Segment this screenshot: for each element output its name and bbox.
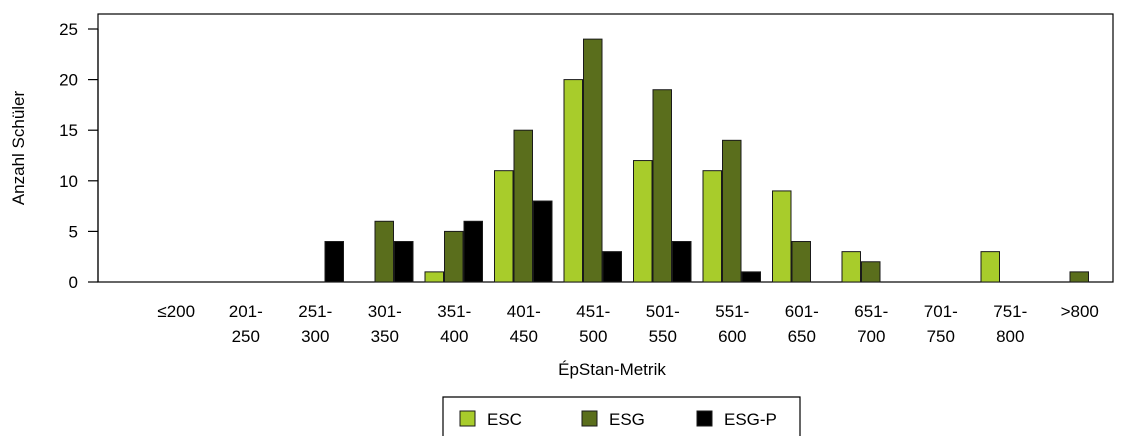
bar-esg-p-5 bbox=[533, 200, 553, 283]
x-tick-label: 551- bbox=[715, 302, 749, 321]
bar-esg-p-8 bbox=[741, 271, 761, 283]
bar-esg-6 bbox=[583, 38, 603, 283]
x-tick-label: 300 bbox=[301, 327, 329, 346]
x-tick-label: 501- bbox=[646, 302, 680, 321]
y-axis: 0 5 10 15 20 25 bbox=[59, 20, 99, 292]
x-tick-label: 500 bbox=[579, 327, 607, 346]
x-tick-label: 601- bbox=[785, 302, 819, 321]
x-tick-label: 450 bbox=[510, 327, 538, 346]
bar-esg-p-3 bbox=[394, 241, 414, 283]
x-tick-label: 800 bbox=[996, 327, 1024, 346]
bar-esc-12 bbox=[980, 251, 1000, 283]
x-tick-label: 351- bbox=[437, 302, 471, 321]
x-axis-title: ÉpStan-Metrik bbox=[558, 360, 666, 379]
y-tick-label: 10 bbox=[59, 172, 78, 191]
x-tick-label: >800 bbox=[1061, 302, 1099, 321]
bar-esc-9 bbox=[772, 190, 792, 283]
x-tick-label: 650 bbox=[788, 327, 816, 346]
legend-swatch-esc bbox=[459, 410, 476, 427]
x-tick-label: 750 bbox=[927, 327, 955, 346]
bar-esg-4 bbox=[444, 230, 464, 283]
x-tick-label: 301- bbox=[368, 302, 402, 321]
y-tick-label: 15 bbox=[59, 121, 78, 140]
y-tick-label: 20 bbox=[59, 71, 78, 90]
bar-esg-9 bbox=[791, 241, 811, 283]
y-axis-title: Anzahl Schüler bbox=[9, 90, 28, 205]
bar-esg-8 bbox=[722, 139, 742, 283]
plot-frame bbox=[97, 13, 1114, 283]
bar-esc-7 bbox=[633, 160, 653, 283]
x-tick-label: 751- bbox=[993, 302, 1027, 321]
bar-esg-7 bbox=[652, 89, 672, 283]
bar-esg-13 bbox=[1069, 271, 1089, 283]
y-tick-label: 0 bbox=[69, 273, 78, 292]
bar-esc-10 bbox=[841, 251, 861, 283]
legend-label-esg: ESG bbox=[609, 410, 645, 429]
y-tick-label: 5 bbox=[69, 222, 78, 241]
legend-swatch-esg-p bbox=[696, 410, 713, 427]
bar-esc-8 bbox=[702, 170, 722, 283]
x-tick-label: 701- bbox=[924, 302, 958, 321]
bar-esg-3 bbox=[374, 220, 394, 283]
bar-esc-5 bbox=[494, 170, 514, 283]
bars bbox=[324, 38, 1089, 283]
legend-swatch-esg bbox=[581, 410, 598, 427]
x-tick-label: 250 bbox=[232, 327, 260, 346]
x-tick-label: 251- bbox=[298, 302, 332, 321]
x-tick-label: 600 bbox=[718, 327, 746, 346]
bar-esc-4 bbox=[424, 271, 444, 283]
x-tick-label: ≤200 bbox=[157, 302, 195, 321]
bar-esg-p-4 bbox=[463, 220, 483, 283]
x-tick-label: 651- bbox=[854, 302, 888, 321]
bar-esg-5 bbox=[513, 129, 533, 283]
x-tick-label: 401- bbox=[507, 302, 541, 321]
x-tick-label: 201- bbox=[229, 302, 263, 321]
y-tick-label: 25 bbox=[59, 20, 78, 39]
bar-esg-p-6 bbox=[602, 251, 622, 283]
x-tick-label: 350 bbox=[371, 327, 399, 346]
x-axis-labels: ≤200 201- 250 251- 300 301- 350 351- 400 401- 450 4… bbox=[157, 302, 1099, 346]
x-tick-label: 400 bbox=[440, 327, 468, 346]
legend: ESC ESG ESG-P bbox=[442, 396, 801, 436]
x-tick-label: 550 bbox=[649, 327, 677, 346]
x-tick-label: 451- bbox=[576, 302, 610, 321]
bar-esg-10 bbox=[861, 261, 881, 283]
legend-label-esg-p: ESG-P bbox=[724, 410, 777, 429]
bar-esc-6 bbox=[563, 79, 583, 283]
legend-label-esc: ESC bbox=[487, 410, 522, 429]
legend-frame bbox=[442, 396, 801, 436]
bar-esg-p-2 bbox=[324, 241, 344, 283]
x-tick-label: 700 bbox=[857, 327, 885, 346]
bar-esg-p-7 bbox=[672, 241, 692, 283]
